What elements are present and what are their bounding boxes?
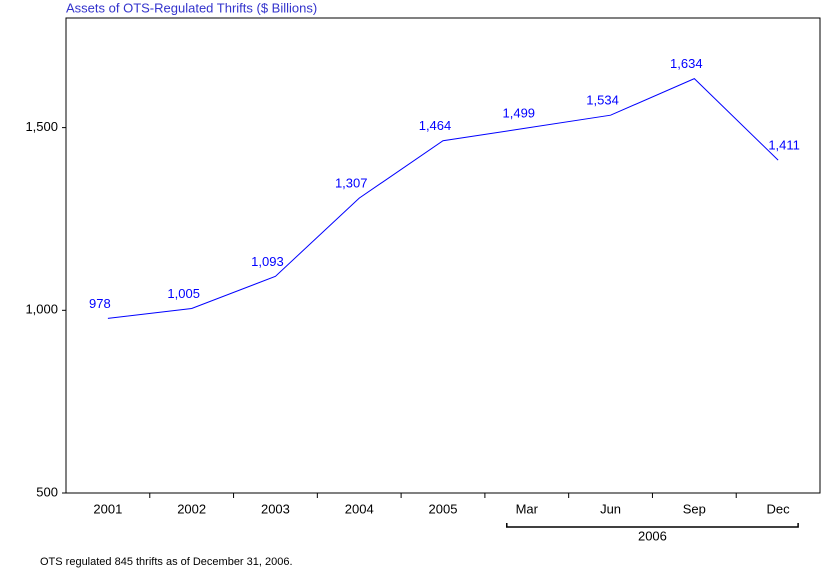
x-tick-label: 2003 (261, 501, 290, 516)
data-label: 1,464 (419, 118, 452, 133)
data-line (107, 78, 779, 319)
group-bracket (506, 523, 799, 528)
group-label: 2006 (638, 528, 667, 543)
x-tick-label: Sep (683, 501, 706, 516)
y-tick-label: 500 (36, 484, 58, 499)
data-label: 1,307 (335, 176, 368, 191)
data-label: 1,534 (586, 93, 619, 108)
chart-title: Assets of OTS-Regulated Thrifts ($ Billi… (66, 0, 317, 15)
x-tick-label: Dec (767, 501, 791, 516)
data-label: 1,005 (167, 286, 200, 301)
data-label: 1,093 (251, 254, 284, 269)
x-tick-label: 2001 (93, 501, 122, 516)
x-tick-label: Jun (600, 501, 621, 516)
plot-frame (65, 17, 821, 494)
data-label: 978 (89, 296, 111, 311)
x-tick-label: 2005 (429, 501, 458, 516)
y-tick-label: 1,500 (25, 119, 58, 134)
data-label: 1,499 (503, 105, 536, 120)
y-tick-label: 1,000 (25, 302, 58, 317)
data-label: 1,411 (768, 138, 800, 153)
x-tick-label: Mar (516, 501, 539, 516)
footnote: OTS regulated 845 thrifts as of December… (40, 556, 293, 568)
data-label: 1,634 (670, 56, 703, 71)
x-tick-label: 2004 (345, 501, 374, 516)
x-tick-label: 2002 (177, 501, 206, 516)
